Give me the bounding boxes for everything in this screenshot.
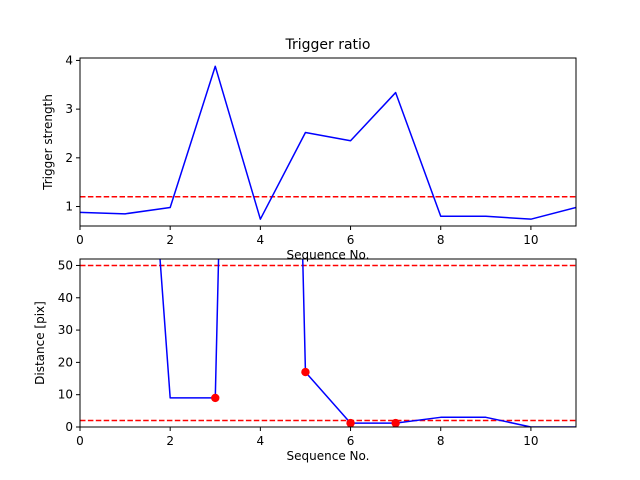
plot-frame (79, 57, 577, 227)
x-tick-label: 4 (257, 434, 265, 448)
y-tick-label: 10 (58, 388, 73, 402)
x-tick-label: 10 (523, 434, 538, 448)
y-tick-label: 30 (58, 323, 73, 337)
distance-plot: 0 2 4 6 8 10 0 10 20 30 40 50 Sequence No. Distance [… (33, 258, 577, 463)
y-tick-label: 20 (58, 355, 73, 369)
x-tick-label: 8 (437, 434, 445, 448)
series-line-0 (159, 259, 576, 427)
y-tick-label: 3 (65, 102, 73, 116)
y-axis-label: Trigger strength (41, 94, 55, 191)
x-tick-label: 10 (523, 233, 538, 247)
plot-frame (79, 258, 577, 428)
data-point-2 (346, 418, 355, 427)
x-tick-label: 0 (76, 434, 84, 448)
y-tick-label: 1 (65, 200, 73, 214)
y-tick-label: 0 (65, 420, 73, 434)
x-tick-label: 0 (76, 233, 84, 247)
x-axis-label: Sequence No. (287, 248, 370, 262)
x-tick-label: 4 (257, 233, 265, 247)
y-tick-label: 4 (65, 53, 73, 67)
x-tick-label: 8 (437, 233, 445, 247)
data-point-3 (391, 418, 400, 427)
x-tick-label: 2 (166, 233, 174, 247)
y-tick-label: 40 (58, 291, 73, 305)
x-axis-label: Sequence No. (287, 449, 370, 463)
series-line-0 (80, 65, 576, 220)
plot-content (80, 65, 576, 220)
data-point-1 (301, 367, 310, 377)
x-tick-label: 2 (166, 434, 174, 448)
y-tick-label: 2 (65, 151, 73, 165)
x-tick-label: 6 (347, 434, 355, 448)
y-tick-label: 50 (58, 258, 73, 272)
y-axis-label: Distance [pix] (33, 301, 47, 385)
data-point-0 (211, 393, 220, 403)
x-tick-label: 6 (347, 233, 355, 247)
chart-title: Trigger ratio (284, 37, 370, 53)
plot-content (80, 259, 576, 427)
